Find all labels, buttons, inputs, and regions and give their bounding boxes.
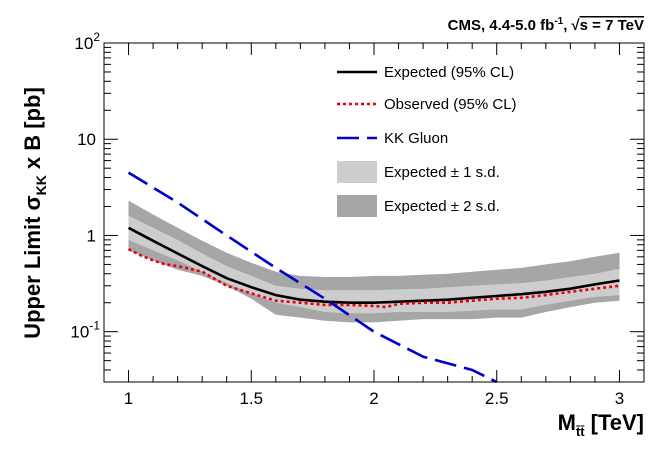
x-tick-label: 2 [369, 389, 378, 408]
x-tick-label: 2.5 [485, 389, 509, 408]
legend-swatch-band2 [337, 195, 377, 217]
y-axis-title-post: x B [pb] [20, 87, 45, 175]
legend-label-expected: Expected (95% CL) [384, 64, 514, 81]
y-axis-title: Upper Limit σKK x B [pb] [20, 87, 49, 339]
cms-energy: s = 7 TeV [580, 17, 644, 34]
legend-item-band1: Expected ± 1 s.d. [337, 161, 500, 183]
x-axis-title-sub: t̄t̄ [576, 424, 585, 439]
legend-label-band1: Expected ± 1 s.d. [384, 164, 500, 181]
x-tick-label: 3 [615, 389, 624, 408]
y-tick-label: 10 [77, 130, 96, 149]
cms-experiment: CMS, 4.4-5.0 fb [448, 17, 555, 34]
plot-area [127, 171, 620, 384]
y-axis-title-pre: Upper Limit σ [20, 195, 45, 338]
series-observed [127, 248, 620, 309]
x-axis-title-main: M [558, 410, 576, 435]
legend-label-band2: Expected ± 2 s.d. [384, 198, 500, 215]
x-tick-label: 1 [124, 389, 133, 408]
legend: Expected (95% CL) Observed (95% CL) KK Glu… [337, 64, 517, 217]
x-axis: 1 1.5 2 2.5 3 [103, 43, 645, 408]
legend-swatch-band1 [337, 161, 377, 183]
y-tick-label: 10-1 [70, 319, 100, 342]
y-axis: 10-1 1 10 102 [70, 30, 644, 383]
y-tick-label: 102 [74, 30, 100, 53]
legend-item-observed: Observed (95% CL) [337, 96, 517, 113]
legend-label-observed: Observed (95% CL) [384, 96, 517, 113]
x-axis-title-unit: [TeV] [591, 410, 644, 435]
y-axis-title-sub: KK [33, 175, 49, 195]
legend-item-kkgluon: KK Gluon [337, 130, 448, 147]
cms-header: CMS, 4.4-5.0 fb-1, √s = 7 TeV [448, 16, 644, 34]
cms-separator: , [563, 17, 567, 34]
x-axis-title: Mt̄t̄ [TeV] [558, 410, 644, 439]
x-tick-label: 1.5 [239, 389, 263, 408]
legend-label-kkgluon: KK Gluon [384, 130, 448, 147]
y-tick-label: 1 [87, 226, 96, 245]
band-1sd [128, 215, 620, 314]
legend-item-band2: Expected ± 2 s.d. [337, 195, 500, 217]
series-kkgluon [127, 171, 498, 384]
series-expected [127, 226, 620, 304]
cms-lumi-exponent: -1 [554, 16, 563, 27]
legend-item-expected: Expected (95% CL) [337, 64, 514, 81]
